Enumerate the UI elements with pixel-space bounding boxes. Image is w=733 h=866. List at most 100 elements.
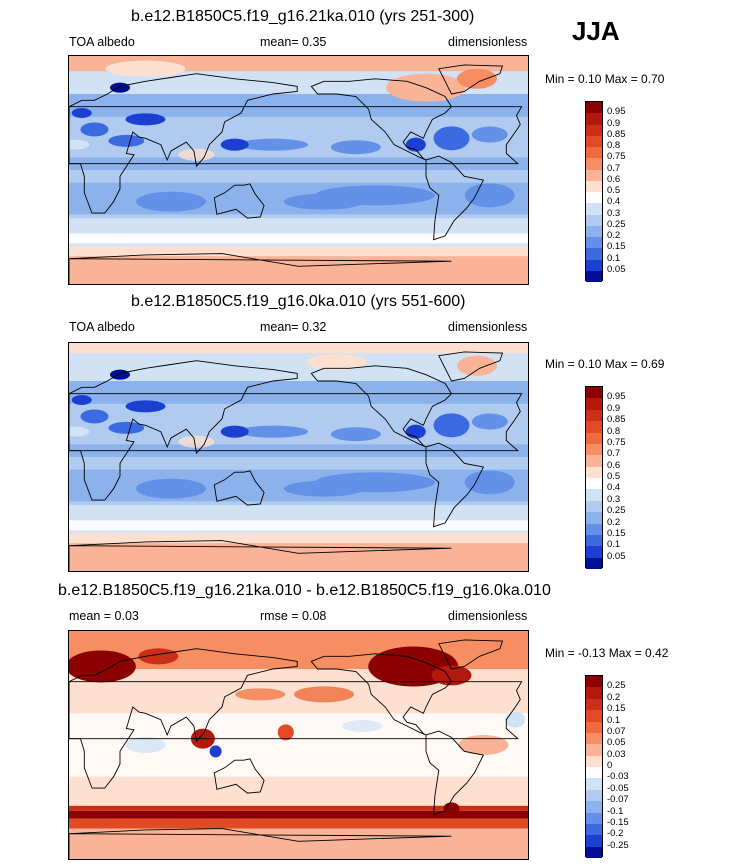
field-patch bbox=[235, 688, 286, 701]
colorbar-tick-label: 0.03 bbox=[607, 748, 626, 760]
colorbar-tick-label: -0.05 bbox=[607, 782, 629, 794]
colorbar-segment bbox=[586, 270, 602, 282]
colorbar-segment bbox=[586, 676, 602, 688]
colorbar-segment bbox=[586, 823, 602, 836]
colorbar-segment bbox=[586, 443, 602, 456]
colorbar-segment bbox=[586, 687, 602, 699]
coastline bbox=[69, 253, 452, 284]
colorbar-tick-label: 0.15 bbox=[607, 527, 626, 539]
colorbar-segment bbox=[586, 169, 602, 181]
panel-1-title: b.e12.B1850C5.f19_g16.21ka.010 (yrs 251-… bbox=[131, 8, 475, 25]
coastline bbox=[69, 73, 298, 214]
field-patch bbox=[125, 737, 166, 753]
field-patch bbox=[284, 480, 364, 497]
field-patch bbox=[330, 427, 381, 442]
colorbar-segment bbox=[586, 113, 602, 125]
panel-3-title: b.e12.B1850C5.f19_g16.21ka.010 - b.e12.B… bbox=[58, 582, 551, 599]
colorbar-tick-label: 0.25 bbox=[607, 505, 626, 517]
colorbar-segment bbox=[586, 432, 602, 444]
colorbar-tick-label: 0.95 bbox=[607, 106, 626, 118]
colorbar-tick-label: 0.05 bbox=[607, 737, 626, 749]
colorbar-segment bbox=[586, 147, 602, 159]
field-patch bbox=[238, 138, 308, 151]
colorbar-segment bbox=[586, 744, 602, 756]
colorbar-tick-label: 0.5 bbox=[607, 471, 621, 482]
colorbar-tick-label: 0.1 bbox=[607, 539, 621, 551]
colorbar-segment bbox=[586, 466, 602, 478]
field-patch bbox=[294, 686, 354, 703]
coastline bbox=[69, 106, 523, 165]
colorbar-tick-label: -0.25 bbox=[607, 839, 629, 851]
field-band bbox=[69, 94, 528, 117]
field-patch bbox=[125, 400, 166, 413]
colorbar-tick-label: 0.75 bbox=[607, 151, 626, 163]
colorbar-segment bbox=[586, 102, 602, 114]
coastline bbox=[438, 351, 504, 382]
colorbar-segment bbox=[586, 835, 602, 847]
colorbar-segment bbox=[586, 214, 602, 226]
coastline bbox=[425, 730, 485, 816]
panel-3-map bbox=[68, 630, 529, 860]
field-patch bbox=[457, 68, 497, 89]
panel-3-units-label: dimensionless bbox=[448, 609, 528, 623]
colorbar-tick-label: 0.1 bbox=[607, 714, 621, 726]
panel-1-min-max: Min = 0.10 Max = 0.70 bbox=[545, 72, 665, 86]
colorbar-tick-label: 0.1 bbox=[607, 252, 621, 264]
coastline bbox=[69, 393, 523, 452]
colorbar-segment bbox=[586, 248, 602, 260]
field-patch bbox=[471, 413, 508, 430]
field-patch bbox=[125, 113, 166, 126]
field-patch bbox=[178, 435, 215, 448]
colorbar-segment bbox=[586, 478, 602, 490]
field-patch bbox=[505, 711, 526, 728]
colorbar-tick-label: 0.8 bbox=[607, 425, 621, 437]
field-patch bbox=[443, 802, 460, 815]
colorbar-segment bbox=[586, 398, 602, 410]
colorbar-tick-label: -0.1 bbox=[607, 805, 624, 817]
colorbar-segment bbox=[586, 387, 602, 399]
field-patch bbox=[284, 193, 364, 210]
coastline bbox=[69, 360, 298, 501]
field-patch bbox=[110, 369, 130, 380]
panel-1-map bbox=[68, 55, 529, 285]
field-band bbox=[69, 810, 528, 819]
colorbar-tick-label: 0.4 bbox=[607, 196, 621, 208]
field-band bbox=[69, 381, 528, 404]
colorbar-segment bbox=[586, 237, 602, 249]
panel-3-rmse-label: rmse = 0.08 bbox=[260, 609, 327, 623]
coastline bbox=[310, 653, 453, 736]
colorbar-tick-label: 0.3 bbox=[607, 493, 621, 505]
panel-3-colorbar bbox=[585, 675, 603, 858]
colorbar-tick-label: 0.3 bbox=[607, 207, 621, 219]
coastline bbox=[213, 758, 265, 794]
colorbar-tick-label: 0.6 bbox=[607, 173, 621, 185]
colorbar-segment bbox=[586, 180, 602, 192]
colorbar-tick-label: 0.25 bbox=[607, 680, 626, 692]
colorbar-tick-label: 0.15 bbox=[607, 703, 626, 715]
colorbar-segment bbox=[586, 557, 602, 569]
field-patch bbox=[433, 413, 470, 438]
colorbar-segment bbox=[586, 192, 602, 204]
colorbar-segment bbox=[586, 767, 602, 779]
colorbar-segment bbox=[586, 124, 602, 136]
field-patch bbox=[330, 140, 381, 155]
panel-1-mean-label: mean= 0.35 bbox=[260, 35, 327, 49]
colorbar-segment bbox=[586, 698, 602, 711]
panel-2-colorbar bbox=[585, 386, 603, 569]
field-patch bbox=[71, 395, 92, 405]
field-patch bbox=[220, 138, 249, 151]
field-patch bbox=[108, 421, 145, 434]
colorbar-tick-label: 0.5 bbox=[607, 185, 621, 196]
panel-2-title: b.e12.B1850C5.f19_g16.0ka.010 (yrs 551-6… bbox=[131, 293, 466, 310]
season-label: JJA bbox=[572, 16, 620, 46]
colorbar-tick-label: 0.4 bbox=[607, 482, 621, 494]
colorbar-tick-label: 0.85 bbox=[607, 414, 626, 426]
field-patch bbox=[464, 470, 515, 495]
colorbar-tick-label: -0.2 bbox=[607, 828, 624, 840]
field-patch bbox=[220, 425, 249, 438]
colorbar-segment bbox=[586, 259, 602, 271]
colorbar-tick-label: -0.15 bbox=[607, 816, 629, 828]
panel-1-colorbar bbox=[585, 101, 603, 282]
colorbar-tick-label: 0.7 bbox=[607, 448, 621, 460]
colorbar-segment bbox=[586, 421, 602, 433]
